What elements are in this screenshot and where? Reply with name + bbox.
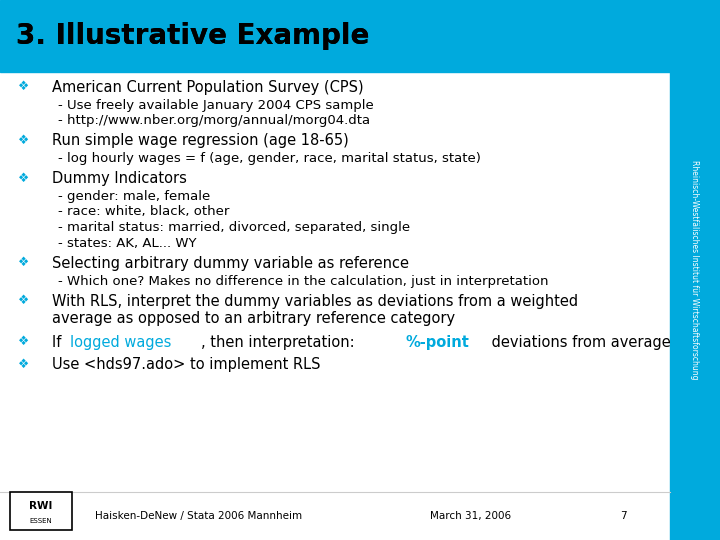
- Text: ❖: ❖: [18, 357, 30, 370]
- Text: ❖: ❖: [18, 335, 30, 348]
- Text: %-point: %-point: [405, 335, 469, 350]
- Text: Dummy Indicators: Dummy Indicators: [52, 172, 187, 186]
- Text: American Current Population Survey (CPS): American Current Population Survey (CPS): [52, 80, 364, 95]
- Text: - race: white, black, other: - race: white, black, other: [58, 206, 230, 219]
- Text: March 31, 2006: March 31, 2006: [430, 511, 511, 521]
- Text: 7: 7: [620, 511, 626, 521]
- Text: - Which one? Makes no difference in the calculation, just in interpretation: - Which one? Makes no difference in the …: [58, 274, 549, 287]
- Text: With RLS, interpret the dummy variables as deviations from a weighted
average as: With RLS, interpret the dummy variables …: [52, 294, 578, 326]
- Text: deviations from average: deviations from average: [487, 335, 671, 350]
- Text: logged wages: logged wages: [70, 335, 171, 350]
- Text: Rheinisch-Westfälisches Institut für Wirtschaftsforschung: Rheinisch-Westfälisches Institut für Wir…: [690, 160, 700, 380]
- Text: ESSEN: ESSEN: [30, 518, 53, 524]
- Bar: [0, 0, 670, 72]
- Text: - gender: male, female: - gender: male, female: [58, 190, 210, 203]
- Text: ❖: ❖: [18, 80, 30, 93]
- Text: RWI: RWI: [30, 501, 53, 511]
- Text: Run simple wage regression (age 18-65): Run simple wage regression (age 18-65): [52, 133, 348, 148]
- Text: - states: AK, AL... WY: - states: AK, AL... WY: [58, 237, 197, 249]
- Text: ❖: ❖: [18, 294, 30, 307]
- Text: If: If: [52, 335, 66, 350]
- Text: ❖: ❖: [18, 256, 30, 269]
- Text: Use <hds97.ado> to implement RLS: Use <hds97.ado> to implement RLS: [52, 357, 320, 373]
- Text: - Use freely available January 2004 CPS sample: - Use freely available January 2004 CPS …: [58, 98, 374, 111]
- Text: - marital status: married, divorced, separated, single: - marital status: married, divorced, sep…: [58, 221, 410, 234]
- FancyBboxPatch shape: [10, 492, 72, 530]
- Text: - http://www.nber.org/morg/annual/morg04.dta: - http://www.nber.org/morg/annual/morg04…: [58, 114, 370, 127]
- Text: (in Handout): (in Handout): [485, 22, 683, 50]
- Bar: [670, 0, 720, 540]
- Text: , then interpretation:: , then interpretation:: [201, 335, 359, 350]
- Text: 3. Illustrative Example: 3. Illustrative Example: [16, 22, 379, 50]
- Text: 3. Illustrative Example: 3. Illustrative Example: [16, 22, 379, 50]
- Text: Selecting arbitrary dummy variable as reference: Selecting arbitrary dummy variable as re…: [52, 256, 409, 271]
- Text: ❖: ❖: [18, 133, 30, 146]
- Text: Haisken-DeNew / Stata 2006 Mannheim: Haisken-DeNew / Stata 2006 Mannheim: [95, 511, 302, 521]
- Text: ❖: ❖: [18, 172, 30, 185]
- Text: - log hourly wages = f (age, gender, race, marital status, state): - log hourly wages = f (age, gender, rac…: [58, 152, 481, 165]
